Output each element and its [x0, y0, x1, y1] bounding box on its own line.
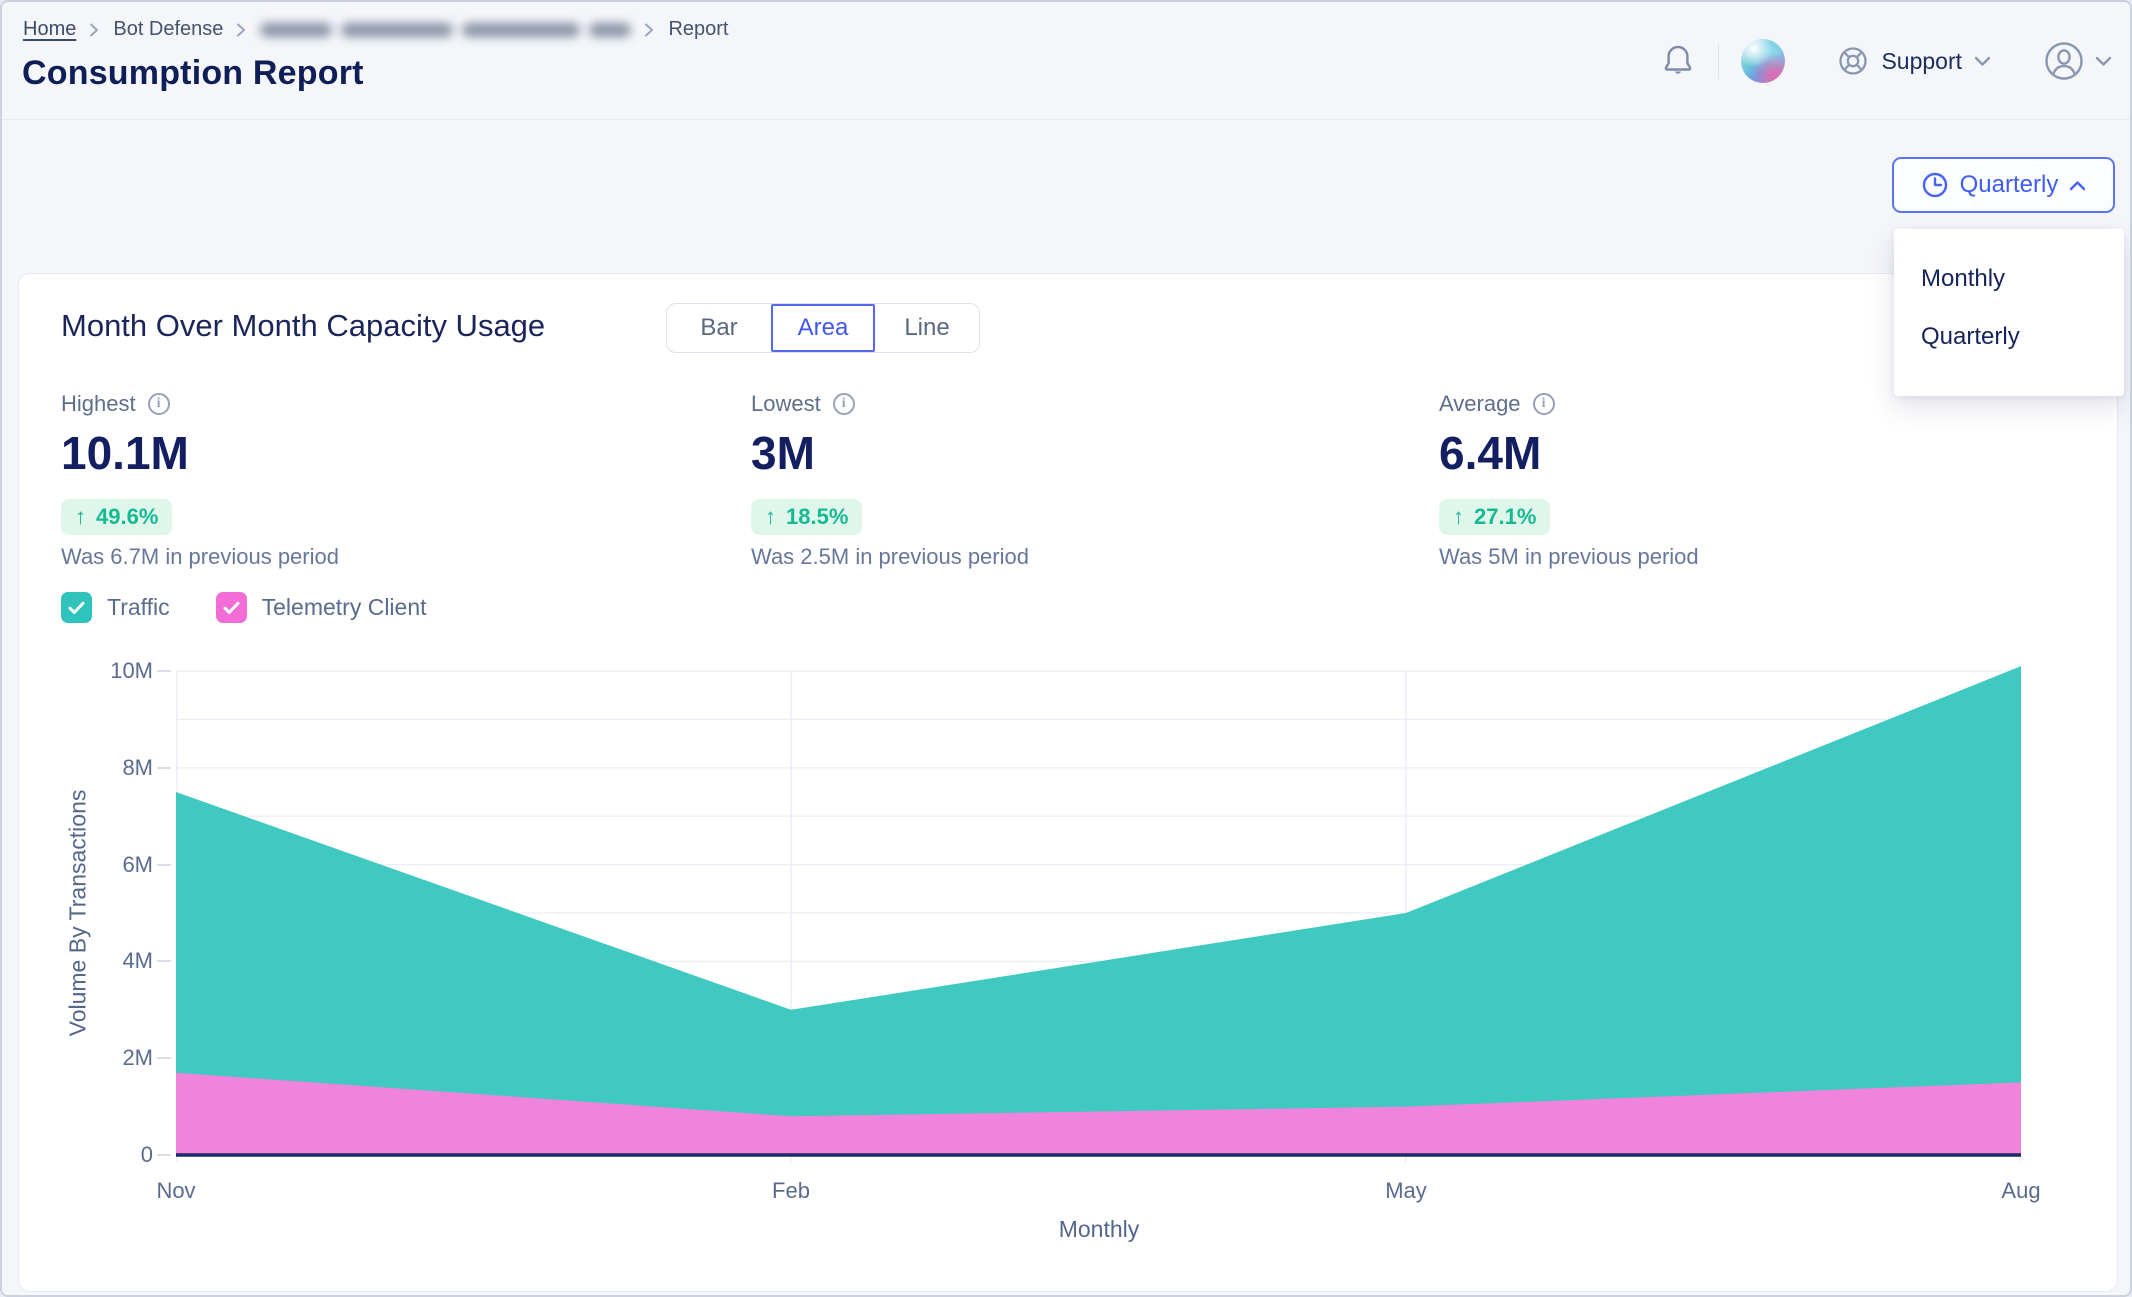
breadcrumb-redacted-item[interactable]	[260, 22, 632, 37]
stat-change: 27.1%	[1474, 504, 1537, 529]
chevron-right-icon	[643, 22, 656, 38]
y-tick-mark	[157, 1057, 171, 1060]
x-tick-label: Aug	[2001, 1178, 2041, 1203]
checkbox-checked-icon[interactable]	[61, 592, 92, 623]
legend-label: Telemetry Client	[261, 594, 427, 620]
y-tick-label: 2M	[122, 1045, 153, 1071]
y-tick-label: 6M	[122, 851, 153, 877]
toggle-line[interactable]: Line	[904, 314, 950, 341]
arrow-up-icon: ↑	[1453, 504, 1464, 529]
chevron-down-icon	[2095, 56, 2112, 66]
y-tick-mark	[157, 670, 171, 672]
breadcrumb: Home Bot Defense Report	[23, 18, 728, 41]
stat-note: Was 6.7M in previous period	[61, 544, 339, 569]
legend-telemetry-client[interactable]: Telemetry Client	[215, 592, 427, 623]
legend-traffic[interactable]: Traffic	[61, 592, 170, 623]
stat-change-badge: ↑ 49.6%	[61, 499, 173, 535]
arrow-up-icon: ↑	[75, 504, 86, 529]
info-icon[interactable]: i	[1532, 393, 1555, 415]
header-divider	[1718, 43, 1720, 79]
user-circle-icon	[2045, 42, 2083, 80]
toggle-area[interactable]: Area	[771, 304, 875, 352]
chevron-up-icon	[2070, 180, 2086, 190]
y-tick-mark	[157, 863, 171, 866]
y-tick-label: 0	[140, 1142, 153, 1167]
stat-label: Average	[1439, 391, 1521, 416]
period-option-monthly[interactable]: Monthly	[1921, 265, 2006, 292]
period-selected-label: Quarterly	[1959, 171, 2059, 198]
y-tick-label: 4M	[122, 948, 153, 974]
arrow-up-icon: ↑	[765, 504, 776, 529]
y-tick-label: 10M	[110, 658, 153, 683]
x-tick-label: May	[1385, 1178, 1427, 1203]
x-axis-title: Monthly	[1058, 1216, 1140, 1242]
assistant-orb-avatar[interactable]	[1741, 39, 1786, 83]
y-axis-title: Volume By Transactions	[64, 789, 91, 1037]
chevron-down-icon	[1974, 56, 1991, 66]
breadcrumb-current: Report	[668, 18, 729, 40]
stat-change-badge: ↑ 18.5%	[751, 499, 863, 535]
period-option-quarterly[interactable]: Quarterly	[1921, 323, 2020, 350]
info-icon[interactable]: i	[832, 393, 855, 415]
checkbox-checked-icon[interactable]	[215, 592, 247, 623]
y-tick-mark	[157, 1154, 171, 1156]
support-label: Support	[1881, 47, 1962, 74]
stat-change: 18.5%	[786, 504, 849, 529]
stat-change: 49.6%	[96, 504, 159, 529]
user-account-menu[interactable]	[2043, 40, 2112, 82]
y-tick-mark	[157, 960, 171, 963]
stat-label: Lowest	[751, 391, 821, 416]
stat-note: Was 2.5M in previous period	[751, 544, 1029, 569]
stat-change-badge: ↑ 27.1%	[1439, 499, 1551, 535]
y-tick-label: 8M	[122, 754, 153, 780]
toggle-bar[interactable]: Bar	[700, 314, 738, 341]
page-title: Consumption Report	[22, 54, 364, 92]
stat-value: 10.1M	[61, 427, 189, 479]
support-menu[interactable]: Support	[1837, 45, 1991, 77]
capacity-usage-card: Month Over Month Capacity Usage Bar Area…	[18, 273, 2118, 1292]
y-tick-mark	[157, 766, 171, 769]
area-chart: Volume By Transactions Monthly 0 2M 4M 6M 8M…	[19, 274, 2117, 1291]
period-selector-button[interactable]: Quarterly	[1892, 157, 2115, 213]
period-dropdown-menu: Monthly Quarterly	[1894, 229, 2124, 396]
area-chart-svg[interactable]	[176, 636, 2021, 1166]
top-header: Home Bot Defense Report Consumption Repo…	[2, 2, 2130, 120]
x-tick-label: Nov	[156, 1178, 196, 1203]
card-title: Month Over Month Capacity Usage	[61, 308, 546, 343]
x-tick-label: Feb	[772, 1178, 810, 1203]
info-icon[interactable]: i	[147, 393, 170, 415]
chart-type-toggle: Bar Area Line	[666, 303, 980, 353]
breadcrumb-home-link[interactable]: Home	[23, 18, 77, 40]
life-ring-icon	[1839, 47, 1868, 75]
series-legend: Traffic Telemetry Client	[61, 592, 427, 623]
breadcrumb-section[interactable]: Bot Defense	[113, 18, 224, 40]
notifications-bell-icon[interactable]	[1660, 42, 1696, 80]
stat-label: Highest	[61, 391, 136, 416]
clock-icon	[1922, 172, 1947, 198]
stat-note: Was 5M in previous period	[1439, 544, 1699, 569]
stat-value: 6.4M	[1439, 427, 1542, 479]
header-actions: Support	[1660, 2, 2112, 120]
legend-label: Traffic	[107, 594, 170, 620]
chevron-right-icon	[235, 22, 248, 38]
stat-value: 3M	[751, 427, 815, 479]
chevron-right-icon	[88, 22, 101, 38]
